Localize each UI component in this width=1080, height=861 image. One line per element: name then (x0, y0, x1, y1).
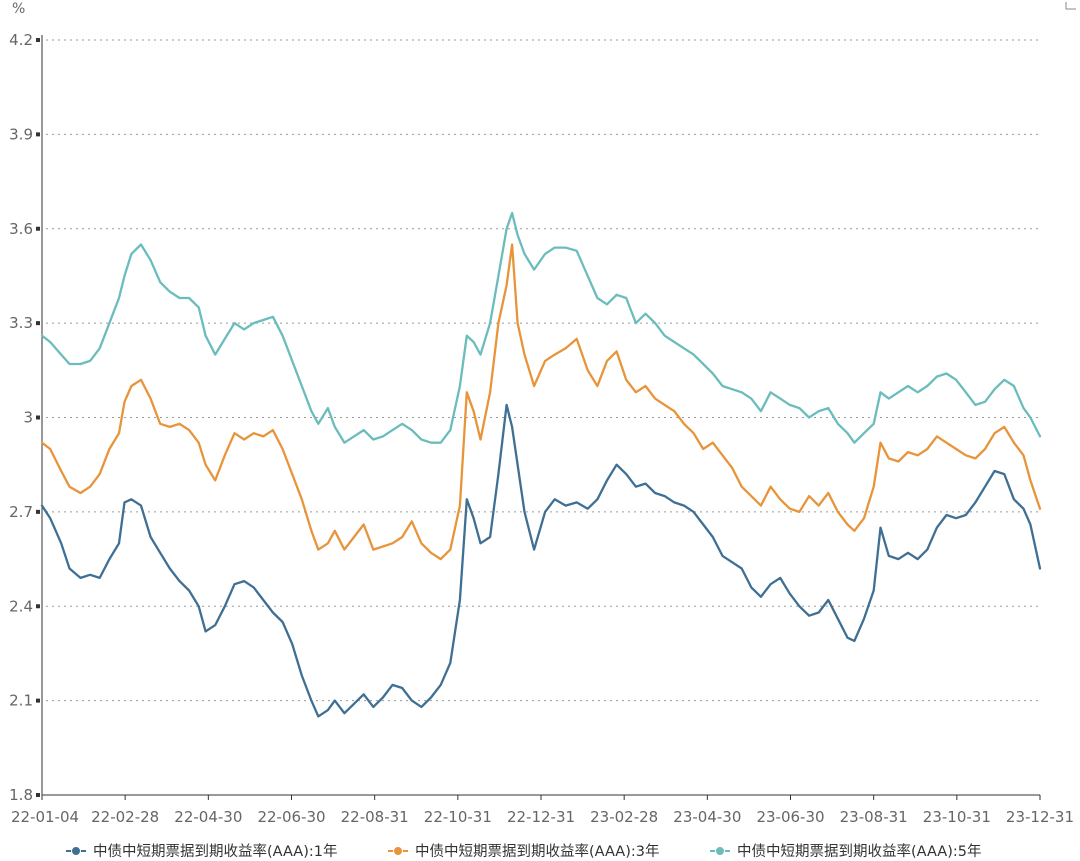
y-tick-mark (36, 509, 40, 514)
legend-item-2[interactable]: 中债中短期票据到期收益率(AAA):3年 (388, 843, 660, 860)
x-tick-label: 22-06-30 (257, 808, 325, 826)
x-tick-label: 23-04-30 (673, 808, 741, 826)
y-tick-label: 3.6 (9, 220, 33, 238)
y-tick-mark (36, 793, 40, 797)
y-tick-mark (36, 415, 40, 420)
corner-mark (1065, 2, 1076, 10)
y-tick-label: 2.1 (9, 692, 33, 710)
y-axis-unit-label: % (12, 1, 25, 17)
x-tick-label: 22-02-28 (91, 808, 159, 826)
y-axis: 1.8 2.1 2.4 2.7 3 3.3 3.6 3.9 4.2 (9, 31, 43, 804)
legend-item-1[interactable]: 中债中短期票据到期收益率(AAA):1年 (66, 843, 338, 860)
y-tick-mark (36, 132, 40, 137)
x-tick-label: 23-06-30 (756, 808, 824, 826)
legend-marker (715, 846, 725, 856)
series-lines (40, 211, 1042, 718)
legend-marker (71, 846, 81, 856)
series-line-2 (40, 243, 1042, 561)
y-tick-label: 3.9 (9, 125, 33, 143)
legend-label: 中债中短期票据到期收益率(AAA):5年 (737, 843, 982, 860)
y-tick-mark (36, 698, 40, 703)
x-tick-label: 22-08-31 (341, 808, 409, 826)
x-axis: 22-01-04 22-02-28 22-04-30 22-06-30 22-08-31… (11, 794, 1074, 826)
y-tick-mark (36, 38, 40, 42)
x-tick-label: 22-04-30 (174, 808, 242, 826)
series-line-1 (40, 403, 1042, 718)
legend-label: 中债中短期票据到期收益率(AAA):3年 (415, 843, 660, 860)
legend-label: 中债中短期票据到期收益率(AAA):1年 (93, 843, 338, 860)
x-tick-label: 22-01-04 (11, 808, 79, 826)
x-tick-label: 22-10-31 (424, 808, 492, 826)
x-tick-label: 23-12-31 (1006, 808, 1074, 826)
x-tick-label: 23-08-31 (840, 808, 908, 826)
legend-item-3[interactable]: 中债中短期票据到期收益率(AAA):5年 (710, 843, 982, 860)
x-tick-label: 23-02-28 (590, 808, 658, 826)
y-tick-label: 1.8 (9, 786, 33, 804)
y-tick-mark (36, 226, 40, 231)
y-tick-label: 3.3 (9, 314, 33, 332)
y-tick-label: 2.4 (9, 597, 33, 615)
x-tick-label: 22-12-31 (507, 808, 575, 826)
y-tick-label: 4.2 (9, 31, 33, 49)
y-tick-label: 3 (23, 409, 33, 427)
legend[interactable]: 中债中短期票据到期收益率(AAA):1年 中债中短期票据到期收益率(AAA):3年… (66, 843, 982, 860)
y-tick-mark (36, 321, 40, 326)
y-tick-mark (36, 604, 40, 609)
series-line-3 (40, 211, 1042, 444)
y-tick-label: 2.7 (9, 503, 33, 521)
legend-marker (393, 846, 403, 856)
x-tick-label: 23-10-31 (923, 808, 991, 826)
